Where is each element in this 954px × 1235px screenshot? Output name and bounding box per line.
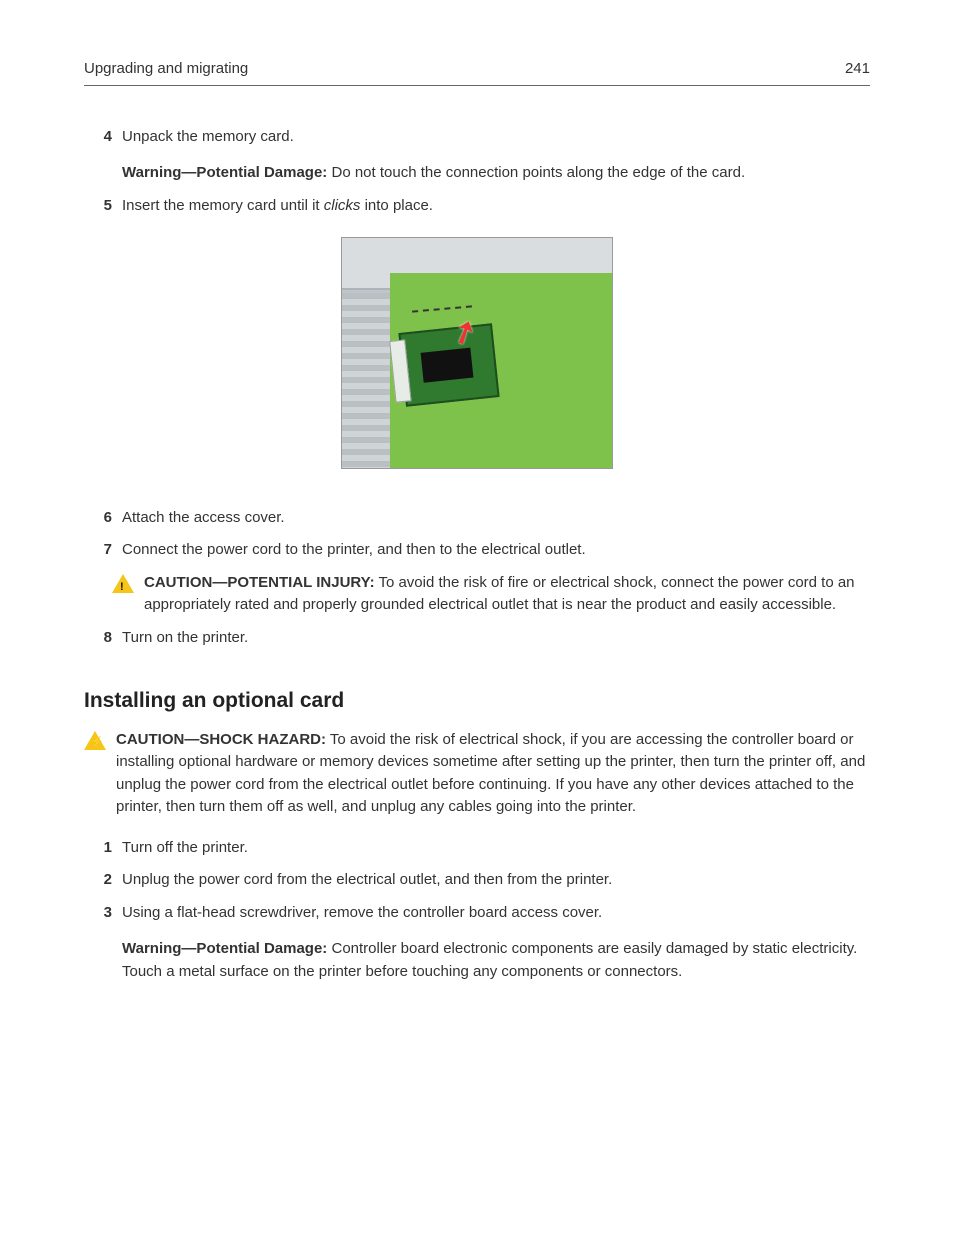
step-2-1: 1 Turn off the printer. — [84, 837, 870, 860]
warning-line: Warning—Potential Damage: Do not touch t… — [122, 162, 870, 185]
step-text: Attach the access cover. — [122, 509, 285, 526]
caution-shock: ⚡ CAUTION—SHOCK HAZARD: To avoid the ris… — [84, 729, 870, 819]
step-number: 1 — [84, 837, 122, 860]
step-8: 8 Turn on the printer. — [84, 627, 870, 650]
header-section: Upgrading and migrating — [84, 58, 248, 81]
step-body: Unpack the memory card. Warning—Potentia… — [122, 126, 870, 185]
page: Upgrading and migrating 241 4 Unpack the… — [0, 0, 954, 1235]
figure-memory-card — [398, 323, 499, 406]
step-text: Unplug the power cord from the electrica… — [122, 871, 612, 888]
step-text: Using a flat-head screwdriver, remove th… — [122, 904, 602, 921]
step-number: 4 — [84, 126, 122, 185]
step-text-post: into place. — [360, 197, 433, 214]
caution-text: CAUTION—POTENTIAL INJURY: To avoid the r… — [144, 572, 870, 617]
step-body: Attach the access cover. — [122, 507, 870, 530]
caution-label: CAUTION—SHOCK HAZARD: — [116, 731, 326, 748]
step-text-italic: clicks — [324, 197, 361, 214]
step-text-pre: Insert the memory card until it — [122, 197, 324, 214]
step-body: Connect the power cord to the printer, a… — [122, 539, 870, 562]
step-number: 6 — [84, 507, 122, 530]
step-text: Turn off the printer. — [122, 839, 248, 856]
step-number: 7 — [84, 539, 122, 562]
step-body: Turn off the printer. — [122, 837, 870, 860]
step-text: Connect the power cord to the printer, a… — [122, 541, 586, 558]
caution-text: CAUTION—SHOCK HAZARD: To avoid the risk … — [116, 729, 870, 819]
figure-printer-vent — [342, 293, 390, 468]
caution-label: CAUTION—POTENTIAL INJURY: — [144, 574, 375, 591]
caution-injury: ! CAUTION—POTENTIAL INJURY: To avoid the… — [112, 572, 870, 617]
triangle-icon: ! — [112, 574, 134, 593]
step-4: 4 Unpack the memory card. Warning—Potent… — [84, 126, 870, 185]
warning-line: Warning—Potential Damage: Controller boa… — [122, 938, 870, 983]
step-number: 2 — [84, 869, 122, 892]
step-body: Using a flat-head screwdriver, remove th… — [122, 902, 870, 984]
memory-card-figure: ➚ — [341, 237, 613, 469]
caution-injury-icon: ! — [112, 574, 138, 596]
figure-container: ➚ — [84, 237, 870, 477]
step-5: 5 Insert the memory card until it clicks… — [84, 195, 870, 218]
step-text: Turn on the printer. — [122, 629, 248, 646]
warning-label: Warning—Potential Damage: — [122, 940, 327, 957]
step-body: Insert the memory card until it clicks i… — [122, 195, 870, 218]
step-6: 6 Attach the access cover. — [84, 507, 870, 530]
header-page-number: 241 — [845, 58, 870, 81]
step-body: Turn on the printer. — [122, 627, 870, 650]
step-number: 3 — [84, 902, 122, 984]
exclamation-icon: ! — [120, 579, 124, 596]
triangle-icon: ⚡ — [84, 731, 106, 750]
lightning-icon: ⚡ — [91, 735, 103, 750]
step-number: 8 — [84, 627, 122, 650]
step-number: 5 — [84, 195, 122, 218]
section-heading: Installing an optional card — [84, 685, 870, 717]
warning-label: Warning—Potential Damage: — [122, 164, 327, 181]
step-text: Unpack the memory card. — [122, 128, 294, 145]
page-header: Upgrading and migrating 241 — [84, 58, 870, 86]
step-7: 7 Connect the power cord to the printer,… — [84, 539, 870, 562]
warning-text: Do not touch the connection points along… — [327, 164, 745, 181]
step-2-2: 2 Unplug the power cord from the electri… — [84, 869, 870, 892]
caution-shock-icon: ⚡ — [84, 731, 110, 753]
step-body: Unplug the power cord from the electrica… — [122, 869, 870, 892]
step-2-3: 3 Using a flat-head screwdriver, remove … — [84, 902, 870, 984]
